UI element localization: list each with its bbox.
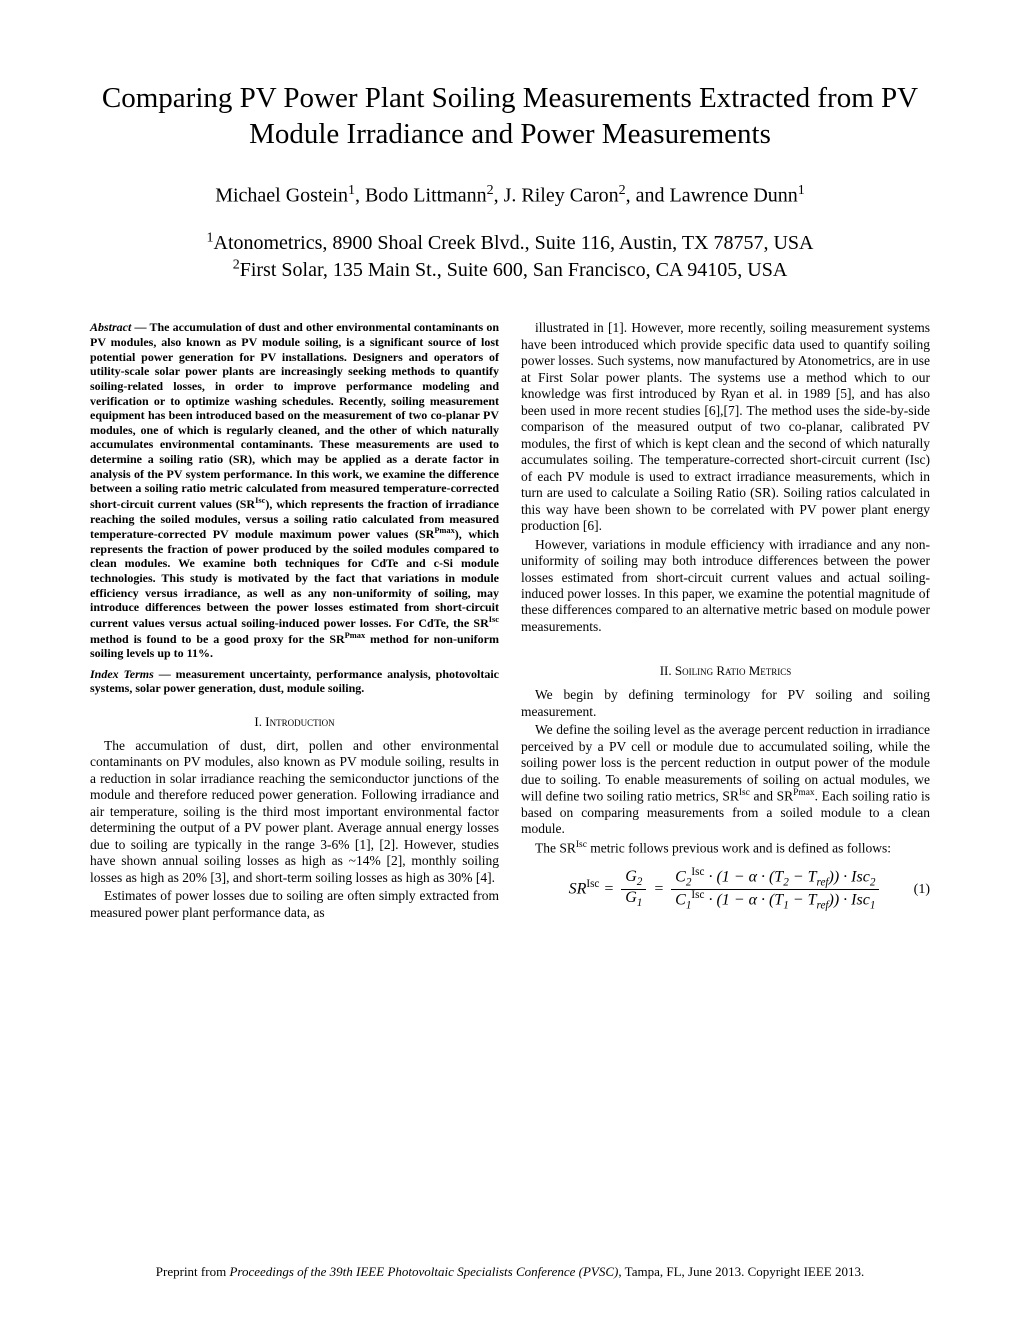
left-column: Abstract — The accumulation of dust and … <box>90 320 499 923</box>
affiliation-2: First Solar, 135 Main St., Suite 600, Sa… <box>240 259 788 281</box>
section-2-heading: II. Soiling Ratio Metrics <box>521 663 930 679</box>
abstract-label: Abstract <box>90 320 131 334</box>
intro-paragraph-1: The accumulation of dust, dirt, pollen a… <box>90 738 499 886</box>
right-column: illustrated in [1]. However, more recent… <box>521 320 930 923</box>
right-paragraph-2: However, variations in module efficiency… <box>521 537 930 636</box>
paper-affiliations: 1Atonometrics, 8900 Shoal Creek Blvd., S… <box>90 229 930 284</box>
right-paragraph-3: We begin by defining terminology for PV … <box>521 687 930 720</box>
footer-preprint: Preprint from Proceedings of the 39th IE… <box>90 1264 930 1280</box>
right-paragraph-1: illustrated in [1]. However, more recent… <box>521 320 930 534</box>
right-paragraph-5: The SRIsc metric follows previous work a… <box>521 840 930 857</box>
paper-title: Comparing PV Power Plant Soiling Measure… <box>90 80 930 153</box>
paper-page: Comparing PV Power Plant Soiling Measure… <box>0 0 1020 1320</box>
index-terms-block: Index Terms — measurement uncertainty, p… <box>90 667 499 696</box>
paper-authors: Michael Gostein1, Bodo Littmann2, J. Ril… <box>90 183 930 208</box>
right-paragraph-4: We define the soiling level as the avera… <box>521 722 930 838</box>
index-terms-label: Index Terms <box>90 667 154 681</box>
abstract-block: Abstract — The accumulation of dust and … <box>90 320 499 660</box>
affiliation-1: Atonometrics, 8900 Shoal Creek Blvd., Su… <box>214 232 814 254</box>
intro-paragraph-2: Estimates of power losses due to soiling… <box>90 888 499 921</box>
equation-1: SRIsc = G2 G1 = C2Isc · (1 − α · (T2 − T… <box>521 867 930 913</box>
equation-number: (1) <box>914 881 930 898</box>
section-1-heading: I. Introduction <box>90 714 499 730</box>
abstract-text: — The accumulation of dust and other env… <box>90 320 499 660</box>
two-column-body: Abstract — The accumulation of dust and … <box>90 320 930 923</box>
